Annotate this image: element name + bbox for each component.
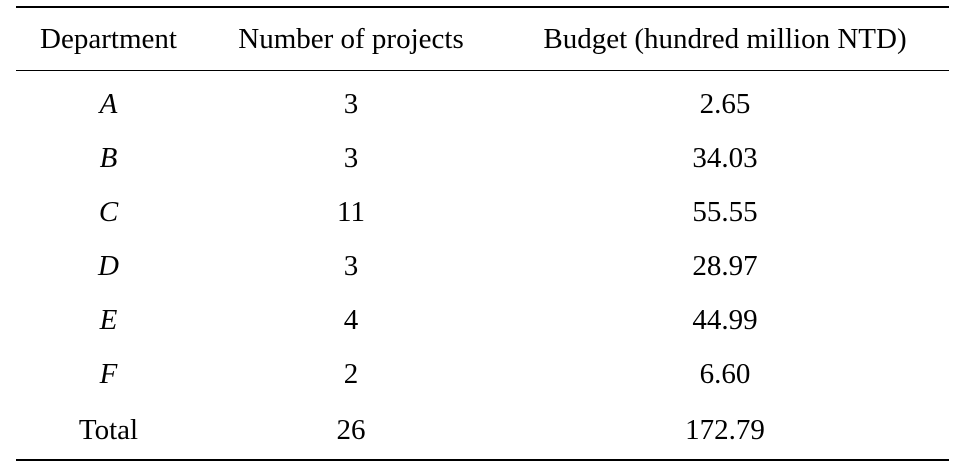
department-cell: F (99, 357, 118, 390)
budget-cell: 34.03 (692, 141, 758, 174)
table-row: C 11 55.55 (16, 185, 949, 239)
budget-cell: 44.99 (692, 303, 758, 336)
department-cell: A (99, 87, 118, 120)
budget-cell: 2.65 (699, 87, 751, 120)
header-row: Department Number of projects Budget (hu… (16, 7, 949, 71)
table-row: A 3 2.65 (16, 71, 949, 132)
total-row: Total 26 172.79 (16, 401, 949, 460)
department-cell: B (99, 141, 118, 174)
total-projects: 26 (336, 413, 366, 446)
projects-cell: 11 (337, 195, 365, 228)
projects-cell: 3 (343, 141, 359, 174)
budget-cell: 28.97 (692, 249, 758, 282)
table-body: A 3 2.65 B 3 34.03 C 11 55.55 D 3 28.97 … (16, 71, 949, 460)
projects-cell: 3 (343, 249, 359, 282)
department-cell: D (98, 249, 119, 282)
department-cell: E (99, 303, 118, 336)
header-number-of-projects: Number of projects (238, 22, 464, 55)
table-header: Department Number of projects Budget (hu… (16, 7, 949, 71)
table-row: B 3 34.03 (16, 131, 949, 185)
total-label: Total (78, 413, 139, 446)
table-row: E 4 44.99 (16, 293, 949, 347)
projects-cell: 4 (343, 303, 359, 336)
table-container: Department Number of projects Budget (hu… (16, 6, 949, 461)
table-row: D 3 28.97 (16, 239, 949, 293)
header-department: Department (40, 22, 177, 55)
budget-cell: 6.60 (699, 357, 751, 390)
total-budget: 172.79 (685, 413, 765, 446)
budget-table: Department Number of projects Budget (hu… (16, 6, 949, 461)
header-budget: Budget (hundred million NTD) (543, 22, 907, 55)
budget-cell: 55.55 (692, 195, 758, 228)
table-row: F 2 6.60 (16, 347, 949, 401)
projects-cell: 2 (343, 357, 359, 390)
projects-cell: 3 (343, 87, 359, 120)
department-cell: C (98, 195, 119, 228)
